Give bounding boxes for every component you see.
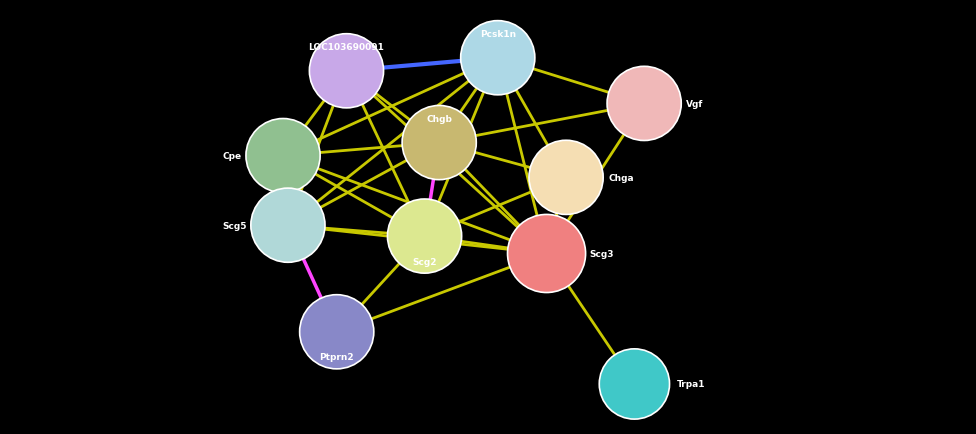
Text: Chga: Chga <box>608 174 633 182</box>
Text: LOC103690091: LOC103690091 <box>308 43 385 52</box>
Ellipse shape <box>607 67 681 141</box>
Text: Cpe: Cpe <box>223 152 242 161</box>
Ellipse shape <box>599 349 670 419</box>
Ellipse shape <box>461 22 535 95</box>
Text: Pcsk1n: Pcsk1n <box>479 30 516 39</box>
Ellipse shape <box>387 200 462 273</box>
Text: Trpa1: Trpa1 <box>677 380 706 388</box>
Text: Scg3: Scg3 <box>590 250 614 258</box>
Ellipse shape <box>529 141 603 215</box>
Ellipse shape <box>508 215 586 293</box>
Text: Vgf: Vgf <box>686 100 704 108</box>
Text: Scg5: Scg5 <box>223 221 247 230</box>
Ellipse shape <box>300 295 374 369</box>
Ellipse shape <box>246 119 320 193</box>
Ellipse shape <box>309 35 384 108</box>
Text: Scg2: Scg2 <box>412 257 437 266</box>
Ellipse shape <box>251 189 325 263</box>
Text: Ptprn2: Ptprn2 <box>319 352 354 362</box>
Text: Chgb: Chgb <box>427 115 452 124</box>
Ellipse shape <box>402 106 476 180</box>
